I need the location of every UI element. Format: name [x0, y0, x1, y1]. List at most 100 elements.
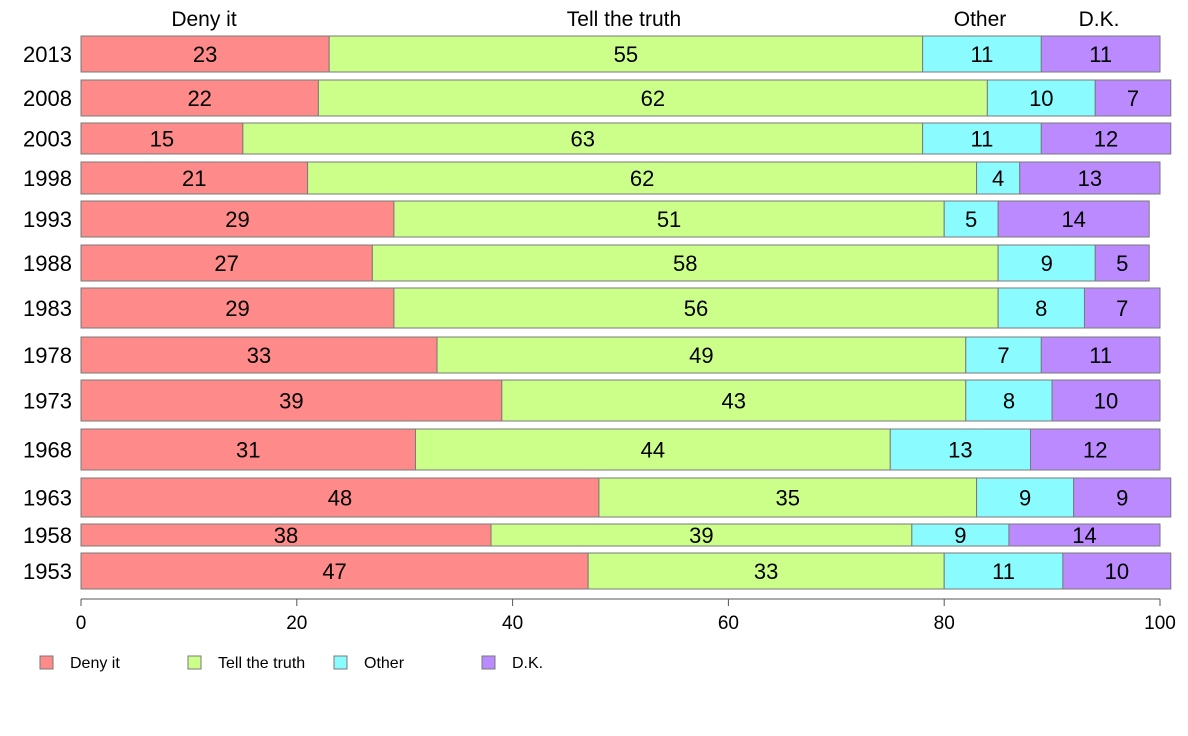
- legend: Deny it Tell the truth Other D.K.: [39, 655, 543, 672]
- legend-label: Tell the truth: [218, 655, 305, 672]
- data-label: 9: [1116, 486, 1128, 511]
- data-label: 13: [1078, 166, 1102, 191]
- bar-segment: [1008, 523, 1161, 547]
- year-label: 2013: [23, 42, 72, 67]
- data-label: 27: [214, 251, 238, 276]
- legend-swatch: [187, 655, 202, 670]
- data-label: 44: [641, 438, 665, 463]
- data-label: 10: [1094, 389, 1118, 414]
- bar-segment: [393, 200, 945, 238]
- bar-segment: [1051, 379, 1161, 422]
- legend-label: D.K.: [512, 655, 543, 672]
- bar-segment: [501, 379, 967, 422]
- bar-segment: [1040, 35, 1161, 73]
- data-label: 55: [614, 42, 638, 67]
- data-label: 22: [187, 86, 211, 111]
- column-header: Deny it: [171, 8, 237, 31]
- data-label: 8: [1035, 296, 1047, 321]
- bar-segment: [997, 287, 1085, 329]
- column-header: D.K.: [1079, 8, 1120, 31]
- column-headers: Deny it Tell the truth Other D.K.: [171, 8, 1119, 31]
- data-label: 21: [182, 166, 206, 191]
- year-label: 2003: [23, 127, 72, 152]
- bar-segment: [986, 79, 1096, 117]
- data-label: 11: [971, 127, 994, 152]
- data-label: 9: [1019, 486, 1031, 511]
- data-label: 13: [948, 438, 972, 463]
- data-label: 12: [1083, 438, 1107, 463]
- data-label: 10: [1105, 559, 1129, 584]
- bar-segment: [80, 244, 373, 282]
- data-label: 9: [1041, 251, 1053, 276]
- bar-segment: [242, 122, 924, 155]
- data-label: 39: [279, 389, 303, 414]
- x-tick-label: 0: [76, 613, 87, 634]
- legend-swatch: [39, 655, 54, 670]
- column-header: Other: [954, 8, 1007, 31]
- year-label: 1978: [23, 343, 72, 368]
- bar-segment: [922, 35, 1042, 73]
- x-tick-label: 40: [502, 613, 523, 634]
- data-label: 38: [274, 523, 298, 548]
- bar-segment: [587, 552, 945, 590]
- data-label: 48: [328, 486, 352, 511]
- x-tick-label: 20: [286, 613, 307, 634]
- data-label: 29: [225, 296, 249, 321]
- bar-segment: [1040, 336, 1161, 374]
- bar-segment: [80, 122, 244, 155]
- year-label: 1963: [23, 486, 72, 511]
- year-label: 1998: [23, 166, 72, 191]
- data-label: 56: [684, 296, 708, 321]
- bar-segment: [414, 428, 891, 471]
- data-label: 10: [1029, 86, 1053, 111]
- bar-segment: [1094, 244, 1150, 282]
- bar-segment: [965, 336, 1042, 374]
- bar-segment: [997, 200, 1150, 238]
- column-header: Tell the truth: [567, 8, 681, 31]
- bar-segment: [80, 552, 589, 590]
- bar-segment: [307, 161, 978, 195]
- data-label: 12: [1094, 127, 1118, 152]
- bar-segment: [976, 477, 1075, 518]
- bar-segment: [1073, 477, 1172, 518]
- x-tick-label: 60: [718, 613, 739, 634]
- data-label: 7: [997, 343, 1009, 368]
- bar-segment: [1094, 79, 1172, 117]
- bar-segment: [1062, 552, 1172, 590]
- year-label: 1988: [23, 251, 72, 276]
- bar-segment: [317, 79, 988, 117]
- data-label: 8: [1003, 389, 1015, 414]
- bar-segment: [80, 200, 395, 238]
- x-tick-label: 80: [934, 613, 955, 634]
- data-label: 43: [722, 389, 746, 414]
- data-label: 51: [657, 207, 681, 232]
- data-label: 5: [965, 207, 977, 232]
- data-label: 35: [776, 486, 800, 511]
- data-label: 14: [1061, 207, 1085, 232]
- bar-segment: [328, 35, 924, 73]
- year-label: 1953: [23, 559, 72, 584]
- x-tick-label: 100: [1144, 613, 1176, 634]
- year-label: 1983: [23, 296, 72, 321]
- data-label: 33: [754, 559, 778, 584]
- bar-segment: [80, 161, 309, 195]
- year-label: 1968: [23, 438, 72, 463]
- year-label: 1993: [23, 207, 72, 232]
- data-label: 47: [322, 559, 346, 584]
- data-label: 11: [992, 559, 1015, 584]
- data-label: 5: [1116, 251, 1128, 276]
- bar-segment: [80, 477, 600, 518]
- year-label: 1958: [23, 523, 72, 548]
- data-label: 14: [1072, 523, 1096, 548]
- legend-label: Deny it: [70, 655, 120, 672]
- year-label: 1973: [23, 389, 72, 414]
- year-label: 2008: [23, 86, 72, 111]
- bar-segment: [598, 477, 978, 518]
- data-label: 11: [971, 42, 994, 67]
- x-axis: 0 20 40 60 80 100: [76, 598, 1176, 634]
- data-label: 23: [193, 42, 217, 67]
- bar-segment: [80, 35, 330, 73]
- legend-swatch: [333, 655, 348, 670]
- legend-swatch: [481, 655, 496, 670]
